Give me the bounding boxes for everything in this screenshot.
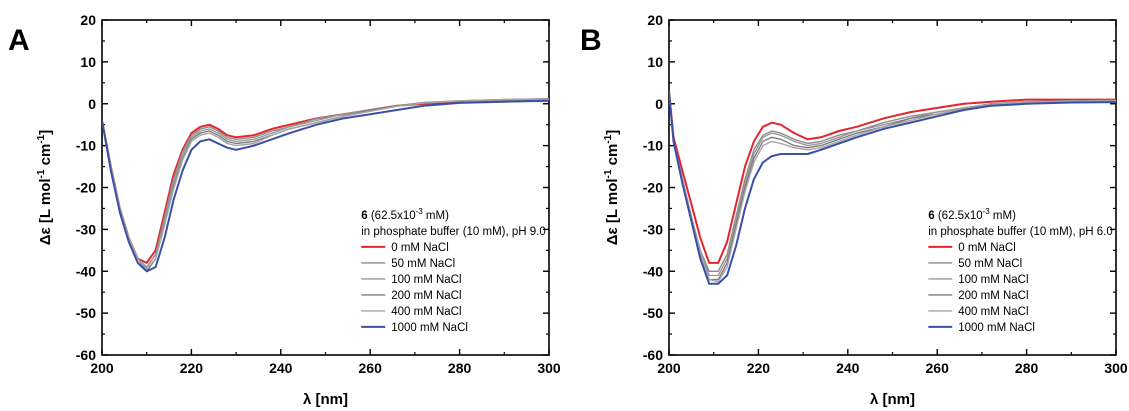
series-line-0: [669, 91, 1116, 264]
series-group: [669, 91, 1116, 285]
y-tick-label: -50: [643, 305, 663, 321]
y-tick-label: -50: [76, 305, 96, 321]
legend-entry: 100 mM NaCl: [391, 274, 461, 286]
y-axis-title-sup: -1: [603, 169, 614, 178]
y-tick-label: -40: [76, 263, 96, 279]
panel-letter-b: B: [580, 24, 602, 57]
y-tick-label: 10: [647, 54, 663, 70]
legend-entry: 200 mM NaCl: [391, 290, 461, 302]
y-tick-label: -10: [76, 138, 96, 154]
legend-title: 6 (62.5x10-3 mM): [928, 207, 1016, 222]
x-tick-label: 260: [926, 360, 950, 376]
x-tick-label: 200: [657, 360, 681, 376]
series-line-3: [102, 98, 549, 272]
legend-buffer: in phosphate buffer (10 mM), pH 9.0: [361, 226, 546, 238]
y-tick-label: -30: [643, 221, 663, 237]
x-tick-label: 220: [180, 360, 204, 376]
x-tick-label: 240: [836, 360, 860, 376]
y-tick-label: 10: [80, 54, 96, 70]
y-axis-title-sup: -1: [603, 134, 614, 143]
legend-entry: 400 mM NaCl: [958, 306, 1028, 318]
y-axis-title-end: ]: [604, 130, 621, 135]
legend-entry: 50 mM NaCl: [958, 258, 1022, 270]
series-line-4: [102, 98, 549, 270]
x-tick-label: 220: [747, 360, 771, 376]
y-tick-label: -20: [643, 180, 663, 196]
legend-entry: 100 mM NaCl: [958, 274, 1028, 286]
legend-entry: 0 mM NaCl: [958, 242, 1016, 254]
x-tick-label: 260: [359, 360, 383, 376]
y-tick-label: -30: [76, 221, 96, 237]
y-tick-label: -60: [643, 347, 663, 363]
x-tick-label: 300: [1104, 360, 1128, 376]
plot-frame: [101, 19, 550, 356]
y-axis-title-main: Δε [L mol: [604, 178, 621, 245]
y-tick-label: 20: [647, 12, 663, 28]
legend-conc: (62.5x10: [935, 210, 983, 222]
legend-conc-post: mM): [423, 210, 449, 222]
legend-buffer: in phosphate buffer (10 mM), pH 6.0: [928, 226, 1113, 238]
series-line-3: [669, 91, 1116, 281]
legend-entry: 200 mM NaCl: [958, 290, 1028, 302]
series-group: [102, 98, 549, 273]
panel-b: B 200 220 240 260 280 300 20 10 0 -10 -20 -30 -40 -50…: [580, 12, 1128, 408]
legend-entry: 0 mM NaCl: [391, 242, 449, 254]
y-axis-title-mid: cm: [604, 144, 621, 170]
x-tick-label: 300: [537, 360, 561, 376]
y-tick-label: -40: [643, 263, 663, 279]
y-axis-title-sup: -1: [36, 169, 47, 178]
legend-conc-exp: -3: [416, 207, 424, 216]
legend-conc-post: mM): [990, 210, 1016, 222]
panel-a: A 200 220 240 260 280 300 20 10 0 -10 -20 -30 -40 -50…: [8, 12, 561, 408]
legend-conc: (62.5x10: [368, 210, 416, 222]
series-line-4: [669, 91, 1116, 283]
y-axis-title-mid: cm: [37, 144, 54, 170]
legend-entry: 400 mM NaCl: [391, 306, 461, 318]
x-axis-title: λ [nm]: [870, 391, 915, 408]
legend-entry: 1000 mM NaCl: [958, 322, 1035, 334]
legend-conc-exp: -3: [983, 207, 991, 216]
plot-frame: [668, 19, 1117, 356]
y-tick-label: 20: [80, 12, 96, 28]
y-axis-title: Δε [L mol-1 cm-1]: [36, 130, 54, 245]
y-axis-title-sup: -1: [36, 134, 47, 143]
y-tick-label: -20: [76, 180, 96, 196]
x-tick-label: 200: [90, 360, 114, 376]
y-axis-title: Δε [L mol-1 cm-1]: [603, 130, 621, 245]
legend-entry: 1000 mM NaCl: [391, 322, 468, 334]
series-line-0: [102, 98, 549, 264]
legend-compound: 6: [361, 210, 367, 222]
x-tick-label: 280: [448, 360, 472, 376]
x-axis-title: λ [nm]: [303, 391, 348, 408]
series-line-2: [669, 91, 1116, 277]
y-tick-label: -10: [643, 138, 663, 154]
series-line-2: [102, 98, 549, 272]
series-line-1: [102, 98, 549, 268]
panel-letter-a: A: [8, 24, 30, 57]
y-axis-title-main: Δε [L mol: [37, 178, 54, 245]
x-tick-label: 240: [269, 360, 293, 376]
x-tick-label: 280: [1015, 360, 1039, 376]
y-tick-label: -60: [76, 347, 96, 363]
y-axis-title-end: ]: [37, 130, 54, 135]
series-line-5: [669, 91, 1116, 285]
legend-title: 6 (62.5x10-3 mM): [361, 207, 449, 222]
legend-entry: 50 mM NaCl: [391, 258, 455, 270]
legend-compound: 6: [928, 210, 934, 222]
y-tick-label: 0: [655, 96, 663, 112]
y-tick-label: 0: [88, 96, 96, 112]
series-line-5: [102, 99, 549, 273]
